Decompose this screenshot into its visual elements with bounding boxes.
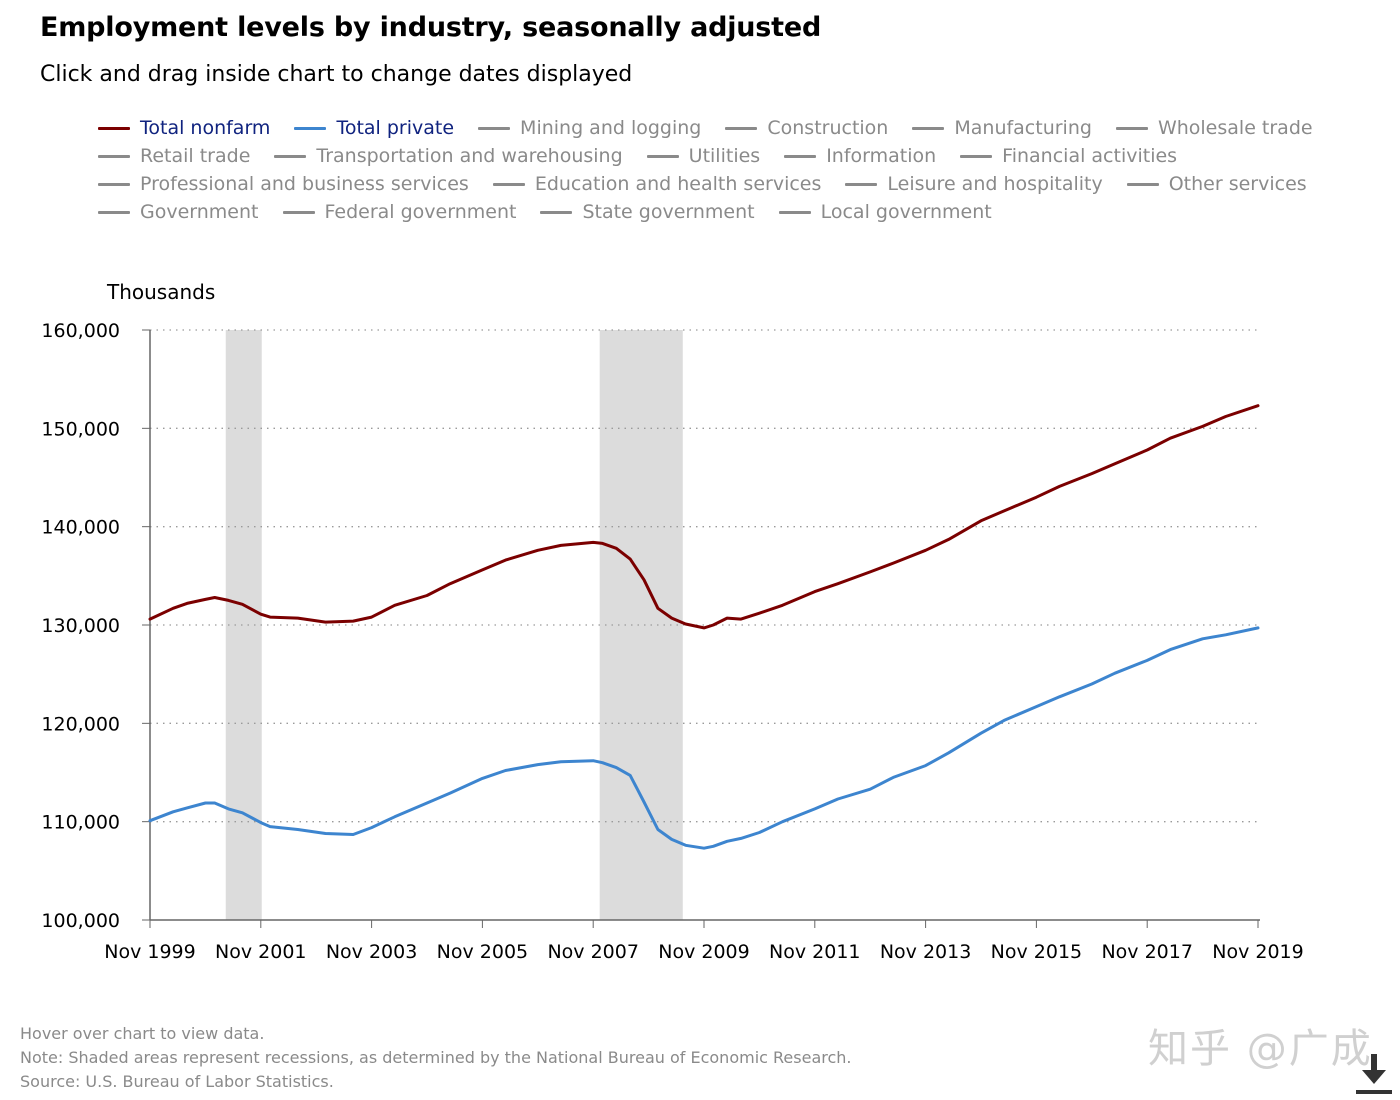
legend-swatch [845, 182, 878, 186]
x-tick-label: Nov 1999 [104, 941, 195, 963]
legend-item[interactable]: Total nonfarm [98, 114, 270, 142]
legend-item[interactable]: Total private [294, 114, 454, 142]
legend-label: Leisure and hospitality [887, 173, 1103, 195]
chart-footer: Hover over chart to view data. Note: Sha… [20, 1022, 852, 1094]
recession-band [225, 330, 262, 920]
recession-shading [225, 330, 683, 920]
y-tick-label: 160,000 [41, 320, 120, 342]
x-tick-label: Nov 2013 [880, 941, 971, 963]
legend-item[interactable]: State government [540, 198, 755, 226]
legend-item[interactable]: Transportation and warehousing [274, 142, 623, 170]
legend-swatch [98, 126, 130, 130]
legend-label: Local government [820, 201, 992, 223]
legend-label: Federal government [324, 201, 517, 223]
legend-item[interactable]: Other services [1126, 170, 1307, 198]
legend-item[interactable]: Leisure and hospitality [845, 170, 1103, 198]
legend-item[interactable]: Professional and business services [98, 170, 469, 198]
legend-label: Total nonfarm [140, 117, 271, 139]
series-lines[interactable] [148, 404, 1260, 850]
x-tick-label: Nov 2001 [215, 941, 306, 963]
legend-label: Government [140, 201, 259, 223]
legend-swatch [492, 182, 525, 186]
legend-item[interactable]: Federal government [282, 198, 517, 226]
legend-label: Transportation and warehousing [316, 145, 623, 167]
chart-instructions: Click and drag inside chart to change da… [40, 62, 633, 87]
legend-item[interactable]: Construction [725, 114, 888, 142]
source-note: Source: U.S. Bureau of Labor Statistics. [20, 1072, 334, 1091]
legend-swatch [778, 210, 811, 214]
legend-label: Construction [767, 117, 889, 139]
y-tick-label: 110,000 [41, 812, 120, 834]
y-axis-title: Thousands [106, 280, 215, 304]
legend-item[interactable]: Education and health services [492, 170, 822, 198]
legend-label: Financial activities [1002, 145, 1178, 167]
legend-swatch [98, 154, 130, 158]
legend-label: State government [582, 201, 755, 223]
legend-label: Wholesale trade [1157, 117, 1313, 139]
legend-item[interactable]: Government [98, 198, 259, 226]
legend-item[interactable]: Financial activities [960, 142, 1177, 170]
hover-note: Hover over chart to view data. [20, 1024, 265, 1043]
legend-label: Other services [1168, 173, 1307, 195]
legend-swatch [540, 210, 573, 214]
download-icon[interactable] [1352, 1052, 1396, 1096]
legend-swatch [98, 182, 130, 186]
x-tick-label: Nov 2015 [991, 941, 1082, 963]
legend-swatch [646, 154, 679, 158]
legend-swatch [784, 154, 817, 158]
legend-swatch [1126, 182, 1159, 186]
legend-label: Total private [336, 117, 455, 139]
legend-item[interactable]: Local government [778, 198, 992, 226]
x-tick-label: Nov 2009 [658, 941, 749, 963]
legend-item[interactable]: Mining and logging [478, 114, 701, 142]
y-tick-label: 150,000 [41, 418, 120, 440]
legend-swatch [1115, 126, 1148, 130]
line-chart[interactable]: Thousands 100,000 110,000 120,000 130,000 14… [0, 270, 1400, 970]
legend-label: Manufacturing [954, 117, 1092, 139]
x-tick-label: Nov 2011 [769, 941, 860, 963]
legend-label: Mining and logging [520, 117, 702, 139]
legend-item[interactable]: Manufacturing [912, 114, 1092, 142]
chart-title: Employment levels by industry, seasonall… [40, 12, 822, 43]
x-tick-label: Nov 2019 [1212, 941, 1303, 963]
legend-swatch [98, 210, 130, 214]
legend-item[interactable]: Information [784, 142, 936, 170]
legend-swatch [294, 126, 327, 130]
axes: 100,000 110,000 120,000 130,000 140,000 150,0… [41, 320, 1303, 963]
legend-item[interactable]: Wholesale trade [1115, 114, 1313, 142]
legend-label: Professional and business services [140, 173, 469, 195]
recession-note: Note: Shaded areas represent recessions,… [20, 1048, 852, 1067]
y-tick-label: 120,000 [41, 713, 120, 735]
x-tick-label: Nov 2017 [1101, 941, 1192, 963]
legend-item[interactable]: Utilities [646, 142, 761, 170]
watermark: 知乎 @广成 [1148, 1026, 1373, 1072]
legend-swatch [478, 126, 511, 130]
legend-swatch [725, 126, 758, 130]
x-tick-label: Nov 2005 [437, 941, 528, 963]
legend-label: Education and health services [534, 173, 822, 195]
series-line-total-private[interactable] [148, 626, 1260, 850]
legend-label: Information [826, 145, 937, 167]
y-tick-label: 100,000 [41, 910, 120, 932]
legend-label: Retail trade [140, 145, 251, 167]
series-line-total-nonfarm[interactable] [148, 404, 1260, 630]
legend-swatch [960, 154, 993, 158]
legend-swatch [274, 154, 307, 158]
legend-label: Utilities [688, 145, 761, 167]
legend-item[interactable]: Retail trade [98, 142, 250, 170]
legend: Total nonfarm Total private Mining and log… [98, 114, 1388, 226]
grid-lines [150, 329, 1258, 823]
recession-band [599, 330, 683, 920]
y-tick-label: 140,000 [41, 517, 120, 539]
legend-swatch [282, 210, 315, 214]
x-tick-label: Nov 2003 [326, 941, 417, 963]
y-tick-label: 130,000 [41, 615, 120, 637]
x-tick-label: Nov 2007 [547, 941, 638, 963]
legend-swatch [912, 126, 945, 130]
